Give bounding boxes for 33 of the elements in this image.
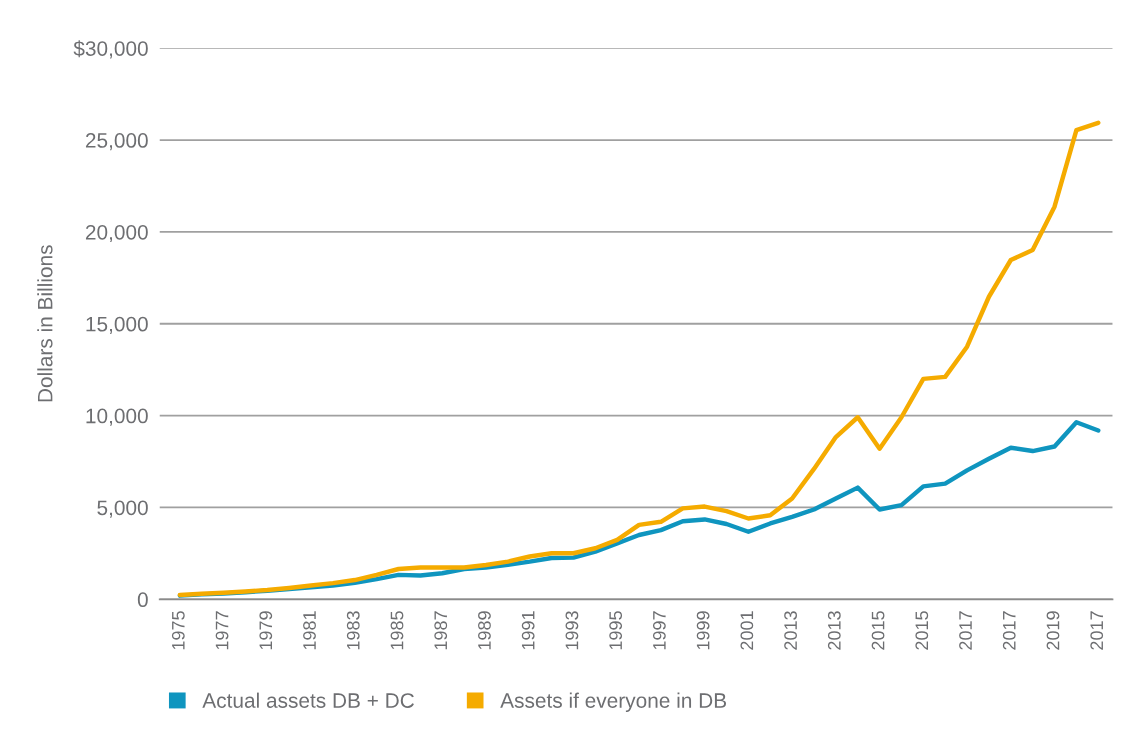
y-tick-label: 20,000 xyxy=(85,224,148,243)
x-tick-label: 1977 xyxy=(215,611,229,650)
x-tick-label: 2017 xyxy=(1090,611,1104,650)
y-tick-label: $30,000 xyxy=(73,40,148,59)
x-tick-label: 1995 xyxy=(609,611,623,650)
x-tick-label: 2013 xyxy=(784,611,797,650)
y-tick-label: 15,000 xyxy=(86,316,148,334)
x-tick-label: 1991 xyxy=(521,611,535,650)
x-tick-label: 2017 xyxy=(959,611,972,650)
x-tick-label: 2015 xyxy=(871,611,885,650)
y-tick-label: 5,000 xyxy=(97,500,148,518)
y-axis-title: Dollars in Billions xyxy=(37,245,53,402)
x-tick-label: 1997 xyxy=(652,611,666,650)
x-tick-label: 2001 xyxy=(740,611,754,650)
x-tick-label: 2013 xyxy=(827,611,841,650)
x-tick-label: 2017 xyxy=(1002,611,1016,650)
legend-label: Assets if everyone in DB xyxy=(500,692,727,713)
x-tick-label: 1983 xyxy=(346,611,360,650)
y-tick-label: 0 xyxy=(137,592,148,608)
x-tick-label: 1989 xyxy=(478,611,491,650)
x-tick-label: 1979 xyxy=(259,611,273,650)
x-tick-label: 1987 xyxy=(434,611,448,650)
y-tick-label: 10,000 xyxy=(86,408,148,426)
x-tick-label: 2015 xyxy=(915,611,929,650)
x-tick-label: 2019 xyxy=(1046,611,1060,650)
x-tick-label: 1975 xyxy=(171,611,185,650)
y-tick-label: 25,000 xyxy=(85,133,148,151)
x-tick-label: 1985 xyxy=(390,611,404,650)
line-series xyxy=(177,120,1101,598)
x-tick-label: 1999 xyxy=(696,611,710,650)
x-tick-label: 1993 xyxy=(565,611,579,650)
legend-label: Actual assets DB + DC xyxy=(202,692,414,708)
x-tick-label: 1981 xyxy=(303,611,316,650)
